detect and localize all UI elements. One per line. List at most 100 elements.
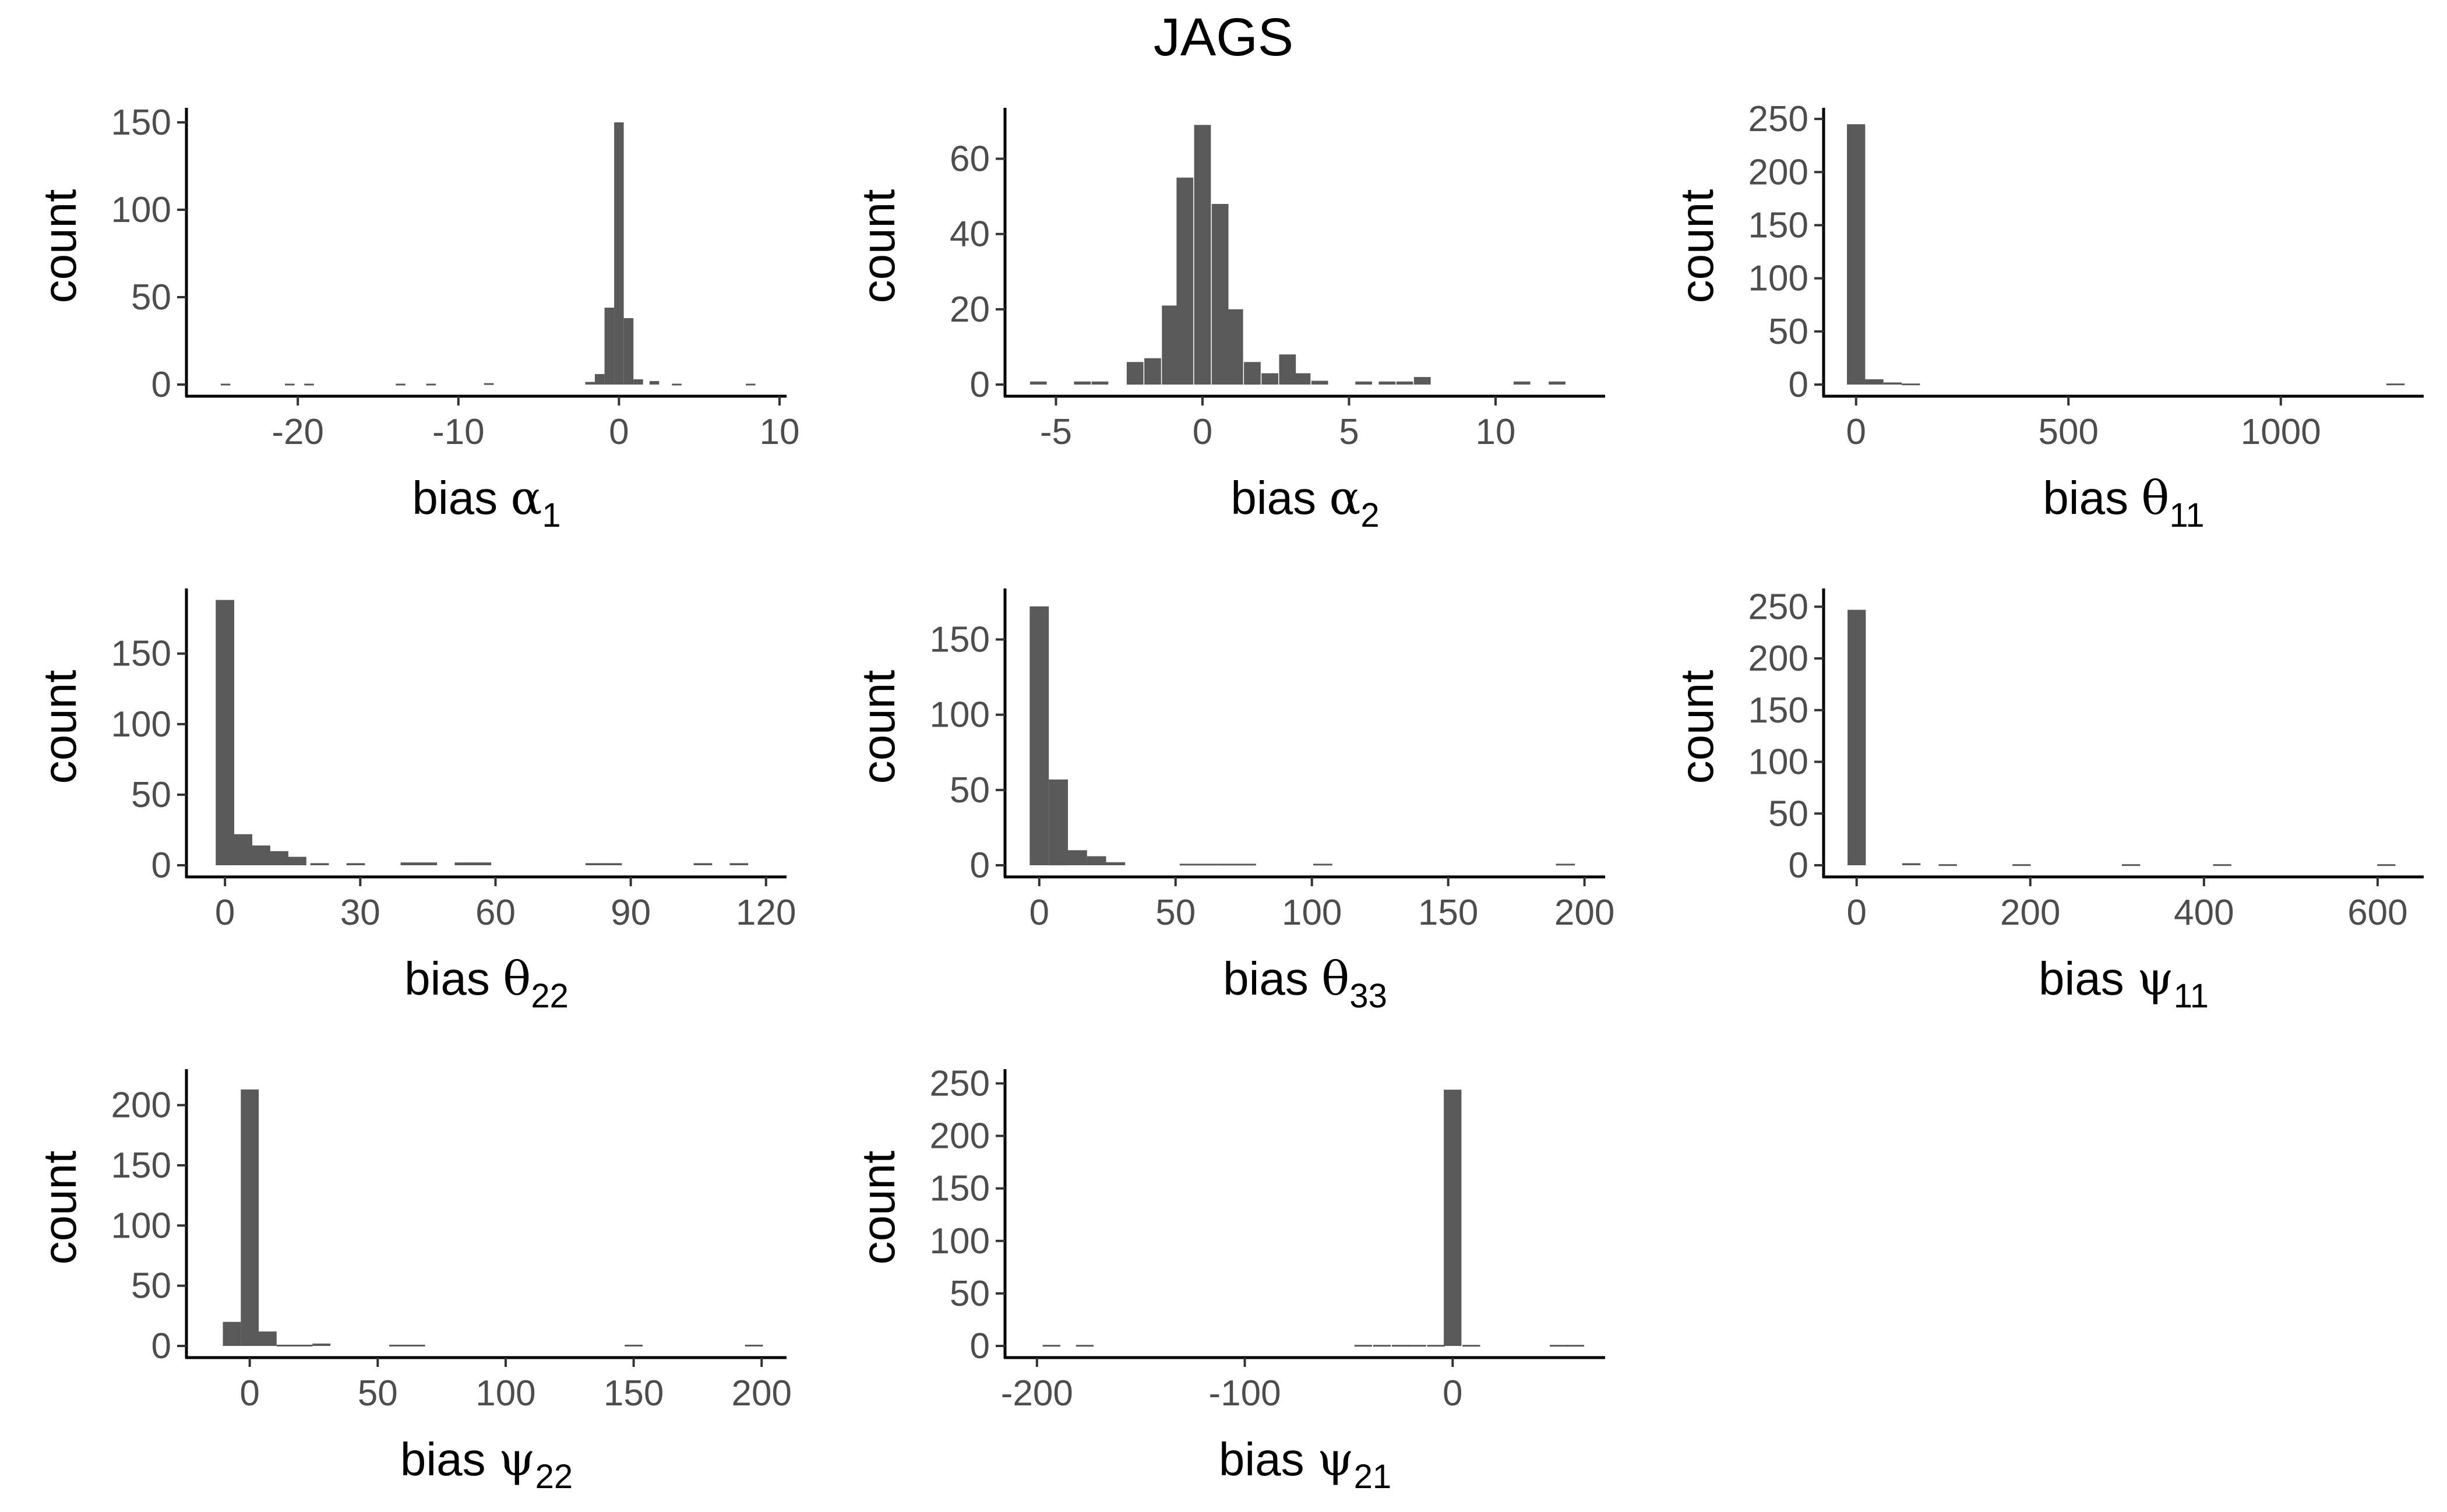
- histogram-bar: [426, 383, 436, 386]
- y-axis-title: count: [34, 670, 86, 784]
- y-tick-label: 150: [930, 1169, 990, 1209]
- y-tick-label: 150: [111, 1146, 171, 1186]
- x-tick-label: 500: [2039, 412, 2099, 452]
- y-tick-label: 200: [1748, 152, 1808, 192]
- histogram-bar: [2386, 383, 2405, 386]
- x-tick-label: 0: [1443, 1373, 1462, 1414]
- histogram-bar: [484, 383, 494, 385]
- histogram-bar: [1883, 382, 1902, 385]
- histogram-bar: [1244, 362, 1261, 385]
- histogram-bar: [1556, 864, 1575, 866]
- histogram-bar: [276, 1344, 295, 1347]
- histogram-panel-1: 0 50 100 150 -20 -10 0 10 count bias α1: [34, 103, 799, 534]
- histogram-bar: [623, 318, 634, 385]
- histogram-bar: [407, 1344, 425, 1347]
- y-tick-label: 50: [131, 1266, 171, 1306]
- x-tick-label: -100: [1208, 1373, 1281, 1414]
- histogram-bar: [1378, 381, 1396, 385]
- histogram-panel-6: 0 50 100 150 200 250 0 200 400 600 count bias ψ11: [1671, 587, 2424, 1015]
- histogram-bar: [270, 851, 288, 865]
- histogram-bar: [1513, 381, 1531, 385]
- y-tick-label: 100: [930, 695, 990, 735]
- x-tick-label: -10: [432, 412, 485, 452]
- histogram-panel-3: 0 50 100 150 200 250 0 500 1000 count bias θ11: [1671, 99, 2424, 534]
- x-tick-label: -5: [1040, 412, 1072, 452]
- histogram-bar: [1444, 1090, 1462, 1346]
- histogram-bar: [1194, 125, 1211, 385]
- x-tick-label: 200: [2000, 893, 2060, 933]
- histogram-bar: [400, 862, 419, 865]
- histogram-bar: [1311, 380, 1328, 385]
- x-axis-title: bias α1: [412, 471, 560, 534]
- x-tick-label: 0: [215, 893, 235, 933]
- y-axis-title: count: [852, 670, 904, 784]
- x-tick-label: 1000: [2241, 412, 2321, 452]
- histogram-bar: [1211, 204, 1229, 385]
- histogram-bar: [1226, 309, 1243, 385]
- y-axis-title: count: [1671, 670, 1723, 784]
- histogram-bar: [2012, 864, 2031, 866]
- histogram-bar: [1162, 305, 1179, 385]
- histogram-bar: [746, 383, 756, 386]
- histogram-bar: [1355, 381, 1372, 385]
- histogram-bar: [585, 863, 604, 865]
- histogram-bar: [1126, 362, 1144, 385]
- histogram-bar: [1237, 864, 1256, 866]
- histogram-bar: [614, 122, 624, 385]
- x-tick-label: 0: [1029, 893, 1049, 933]
- histogram-panel-4: 0 50 100 150 0 30 60 90 120 count bias θ22: [34, 588, 796, 1015]
- y-axis-title: count: [34, 189, 86, 304]
- y-tick-label: 0: [970, 845, 990, 886]
- histogram-bar: [473, 862, 492, 865]
- histogram-bar: [216, 600, 234, 865]
- histogram-bar: [1042, 1345, 1060, 1347]
- histogram-bar: [1396, 381, 1413, 385]
- y-tick-label: 0: [970, 1326, 990, 1366]
- histogram-bar: [649, 381, 660, 385]
- y-tick-label: 200: [1748, 639, 1808, 679]
- histogram-bar: [1462, 1345, 1480, 1347]
- y-tick-label: 100: [111, 704, 171, 745]
- x-tick-label: 400: [2174, 893, 2234, 933]
- histogram-bar: [418, 862, 438, 865]
- histogram-bar: [1106, 862, 1126, 865]
- histogram-bar: [1261, 373, 1278, 385]
- x-tick-label: 10: [1475, 412, 1515, 452]
- y-axis-title: count: [852, 189, 904, 304]
- y-tick-label: 20: [950, 290, 990, 330]
- histogram-bar: [1391, 1345, 1410, 1347]
- histogram-bar: [1902, 863, 1921, 865]
- x-tick-label: 60: [475, 893, 516, 933]
- histogram-bar: [223, 1321, 241, 1346]
- histogram-bar: [1408, 1345, 1426, 1347]
- histogram-bar: [346, 863, 365, 865]
- y-tick-label: 0: [1789, 365, 1808, 405]
- x-axis-title: bias ψ21: [1219, 1432, 1391, 1496]
- x-tick-label: 150: [1418, 893, 1478, 933]
- y-tick-label: 50: [950, 1274, 990, 1314]
- y-tick-label: 50: [131, 775, 171, 815]
- x-tick-label: -20: [272, 412, 324, 452]
- x-tick-label: 200: [732, 1373, 792, 1414]
- x-tick-label: 600: [2347, 893, 2407, 933]
- y-tick-label: 60: [950, 139, 990, 179]
- x-tick-label: 0: [609, 412, 629, 452]
- y-tick-label: 150: [111, 634, 171, 674]
- histogram-bar: [312, 1343, 331, 1346]
- y-tick-label: 0: [151, 365, 171, 405]
- histogram-bar: [2213, 864, 2231, 866]
- x-axis-title: bias ψ22: [400, 1432, 573, 1496]
- y-tick-label: 150: [930, 620, 990, 660]
- histogram-bar: [1902, 383, 1920, 386]
- x-axis-title: bias α2: [1230, 471, 1379, 534]
- histogram-bar: [389, 1344, 407, 1347]
- histogram-bar: [1865, 379, 1884, 385]
- histogram-bar: [1076, 1345, 1094, 1347]
- histogram-bar: [396, 383, 406, 386]
- histogram-bar: [745, 1344, 763, 1347]
- histogram-panel-7: 0 50 100 150 200 0 50 100 150 200 count bias ψ22: [34, 1069, 792, 1496]
- histogram-bar: [585, 382, 595, 385]
- x-tick-label: 50: [1155, 893, 1196, 933]
- histogram-bar: [252, 845, 270, 865]
